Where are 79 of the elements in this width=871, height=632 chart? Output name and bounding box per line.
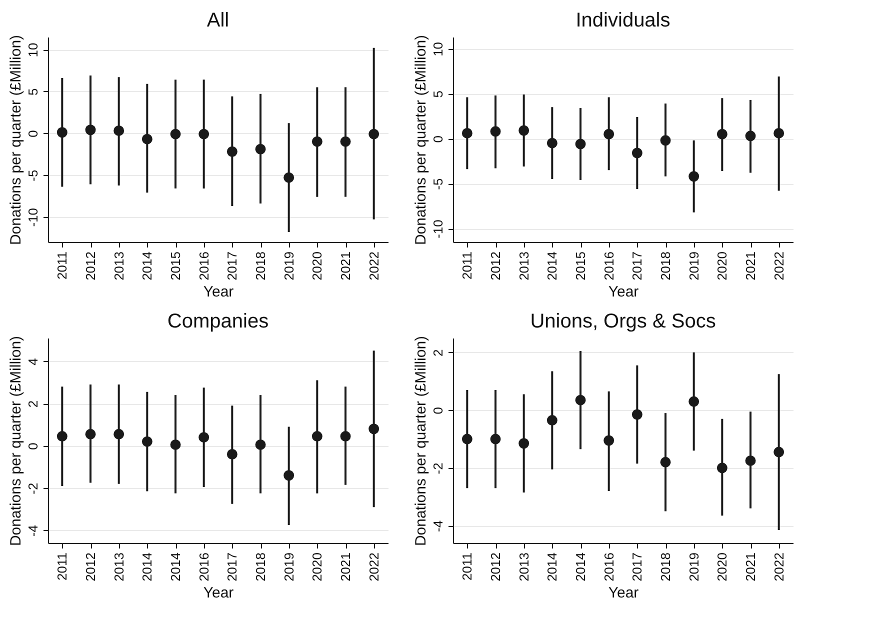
- x-tick-label: 2019: [686, 552, 702, 582]
- y-tick-label: -10: [430, 220, 446, 238]
- x-tick-label: 2014: [140, 552, 155, 582]
- y-tick-label: 2: [26, 400, 40, 408]
- x-tick-label: 2019: [281, 252, 296, 280]
- x-tick-label: 2015: [573, 252, 588, 280]
- x-tick-label: 2012: [83, 552, 98, 582]
- y-tick-label: -5: [26, 170, 40, 182]
- chart-title: Individuals: [576, 9, 670, 32]
- x-tick-label: 2014: [140, 252, 155, 280]
- x-tick-label: 2012: [488, 552, 503, 582]
- x-tick-label: 2013: [111, 252, 126, 280]
- y-tick-label: 4: [26, 358, 40, 366]
- x-tick-label: 2020: [714, 552, 730, 582]
- y-tick-label: -2: [430, 462, 446, 474]
- x-tick-label: 2020: [310, 552, 325, 582]
- x-tick-label: 2020: [310, 252, 325, 280]
- y-tick-label: -4: [26, 525, 40, 537]
- y-tick-label: 0: [26, 130, 40, 138]
- x-tick-label: 2014: [544, 552, 560, 582]
- y-tick-label: 10: [430, 42, 446, 56]
- y-axis-title: Donations per quarter (£Million): [412, 34, 430, 246]
- y-axis-title: Donations per quarter (£Million): [8, 336, 24, 546]
- x-tick-label: 2020: [714, 252, 730, 280]
- x-tick-label: 2016: [196, 252, 212, 280]
- y-axis-title: Donations per quarter (£Million): [412, 336, 430, 546]
- y-axis-title: Donations per quarter (£Million): [8, 34, 24, 246]
- x-tick-label: 2021: [743, 252, 758, 280]
- chart-title: All: [206, 9, 230, 32]
- x-tick-label: 2022: [771, 252, 786, 280]
- x-tick-label: 2017: [224, 552, 240, 582]
- x-tick-label: 2021: [338, 252, 353, 280]
- x-tick-label: 2017: [224, 252, 240, 280]
- x-tick-label: 2013: [516, 552, 532, 582]
- x-tick-label: 2018: [253, 252, 268, 280]
- x-tick-label: 2011: [460, 552, 475, 580]
- x-tick-label: 2011: [54, 252, 70, 280]
- x-tick-label: 2017: [630, 252, 645, 280]
- x-tick-label: 2011: [460, 252, 475, 280]
- y-tick-label: 5: [26, 88, 40, 96]
- x-tick-label: 2014: [168, 552, 183, 582]
- x-tick-label: 2016: [601, 552, 616, 582]
- x-tick-label: 2017: [630, 552, 645, 582]
- x-tick-label: 2018: [658, 252, 673, 280]
- x-tick-label: 2018: [253, 552, 268, 582]
- x-tick-label: 2018: [658, 552, 673, 582]
- x-tick-label: 2021: [743, 552, 758, 582]
- x-axis-title: Year: [203, 283, 234, 300]
- y-tick-label: 5: [430, 90, 446, 98]
- x-tick-label: 2013: [516, 252, 532, 280]
- x-tick-label: 2016: [601, 252, 616, 280]
- x-tick-label: 2011: [54, 552, 70, 580]
- x-axis-title: Year: [203, 584, 234, 602]
- x-tick-label: 2016: [196, 552, 212, 582]
- y-tick-label: -4: [430, 520, 446, 532]
- x-tick-label: 2014: [573, 552, 588, 582]
- x-tick-label: 2019: [281, 552, 296, 582]
- x-tick-label: 2012: [83, 252, 98, 280]
- x-tick-label: 2022: [771, 552, 786, 582]
- chart-title: Unions, Orgs & Socs: [530, 310, 716, 332]
- y-tick-label: -5: [430, 178, 446, 190]
- x-tick-label: 2014: [544, 252, 560, 280]
- x-tick-label: 2019: [686, 252, 702, 280]
- y-tick-label: -2: [26, 482, 40, 494]
- y-tick-label: 2: [430, 349, 446, 357]
- x-axis-title: Year: [608, 584, 639, 602]
- y-tick-label: -10: [26, 208, 40, 227]
- x-tick-label: 2022: [366, 552, 382, 582]
- x-tick-label: 2022: [366, 252, 382, 280]
- x-tick-label: 2012: [488, 252, 503, 280]
- x-axis-title: Year: [608, 283, 639, 300]
- y-tick-label: 0: [26, 442, 40, 450]
- y-tick-label: 10: [26, 42, 40, 58]
- x-tick-label: 2021: [338, 552, 353, 582]
- y-tick-label: 0: [430, 135, 446, 143]
- y-tick-label: 0: [430, 407, 446, 414]
- chart-title: Companies: [167, 310, 269, 332]
- x-tick-label: 2015: [168, 252, 183, 280]
- x-tick-label: 2013: [111, 552, 126, 582]
